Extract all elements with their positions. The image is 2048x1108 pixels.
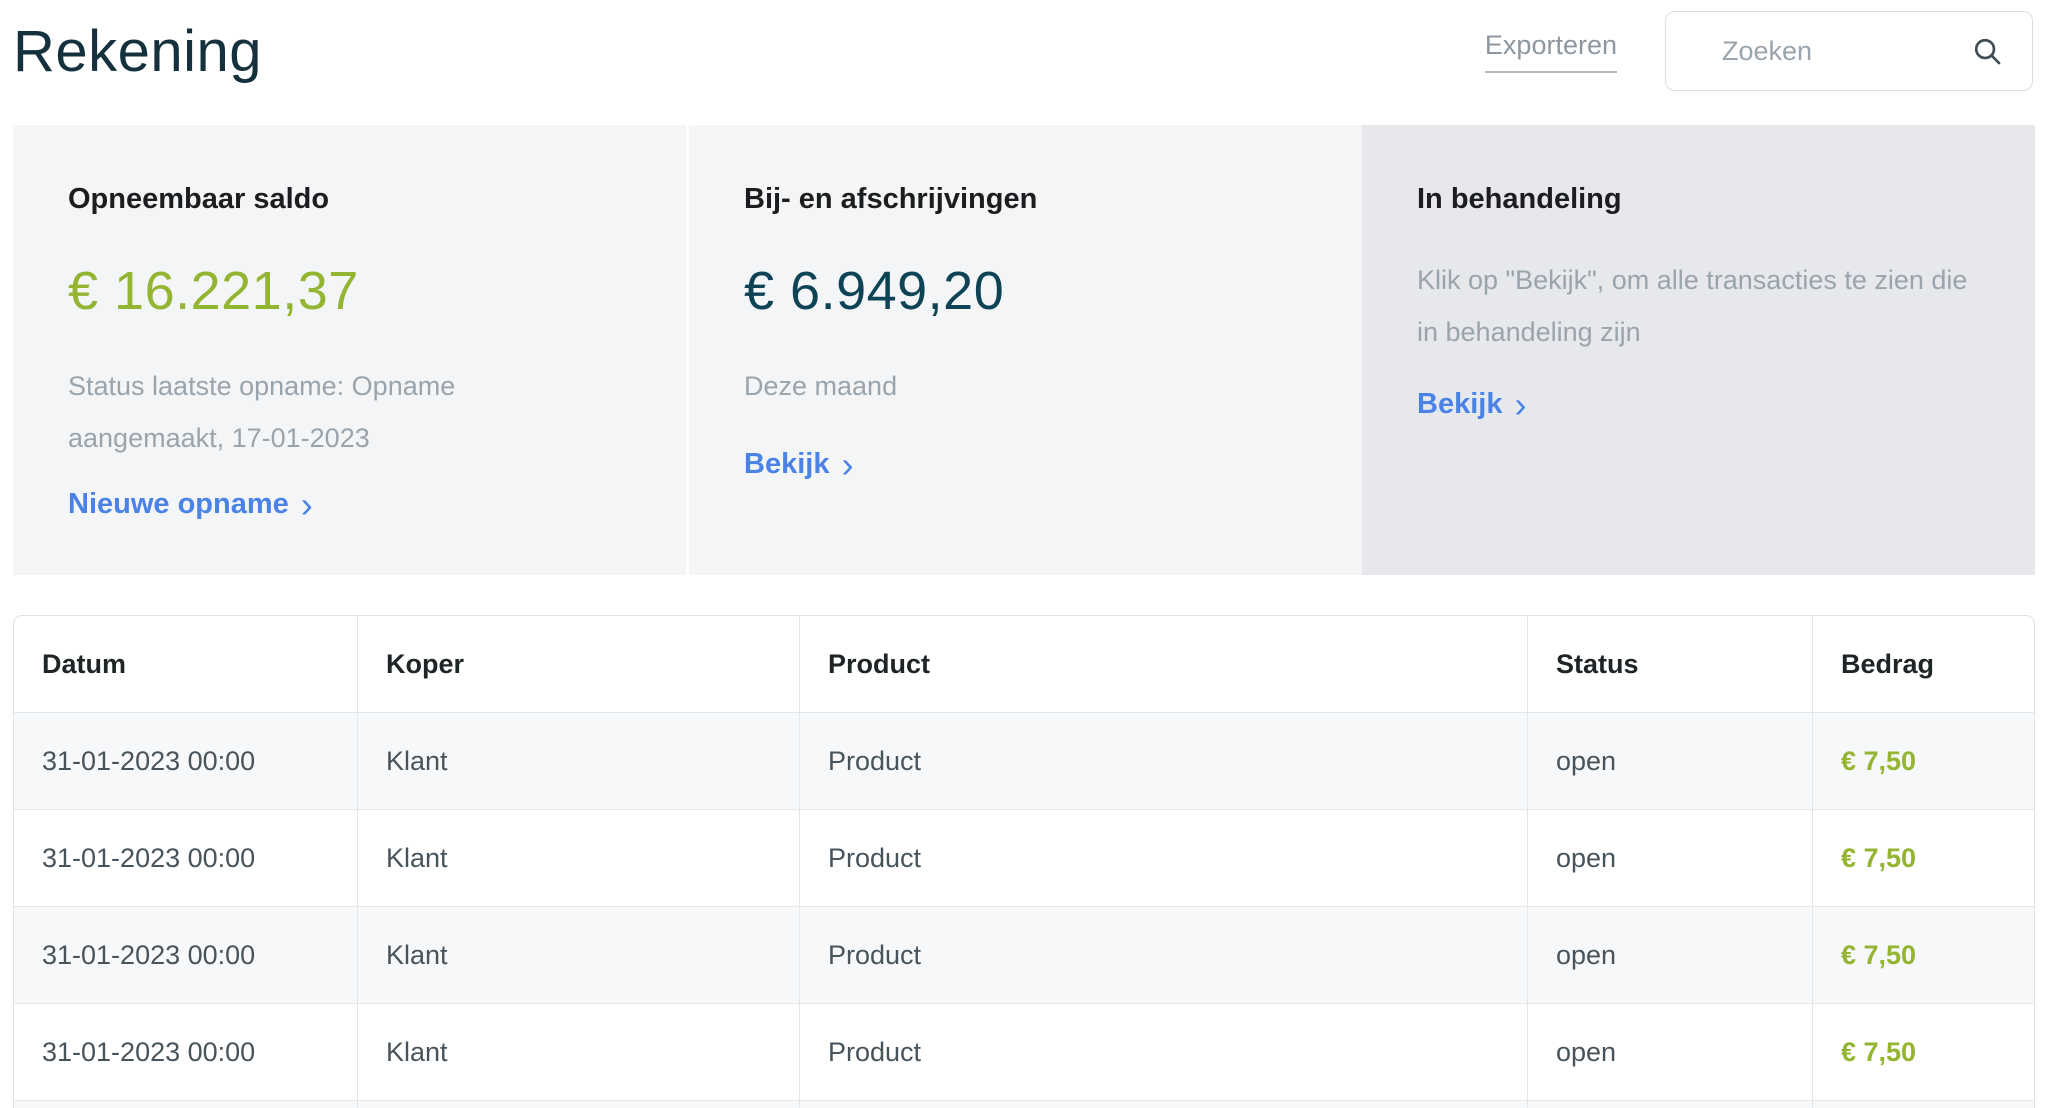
cell-status: open xyxy=(1528,810,1813,907)
search-icon[interactable] xyxy=(1968,32,2006,70)
new-withdrawal-label: Nieuwe opname xyxy=(68,488,289,520)
search-input[interactable] xyxy=(1722,35,1968,67)
cell-datum: 31-01-2023 00:00 xyxy=(13,1004,358,1101)
chevron-right-icon: › xyxy=(300,483,313,525)
transactions-table-section: Datum Koper Product Status Bedrag 31-01-… xyxy=(13,615,2035,1108)
column-header-koper: Koper xyxy=(358,615,800,713)
card-transactions: Bij- en afschrijvingen € 6.949,20 Deze m… xyxy=(689,125,1362,575)
cell-koper: Klant xyxy=(358,810,800,907)
table-row: 31-01-2023 00:00 Klant Product open € 7,… xyxy=(13,1004,2035,1101)
cell-datum: 31-01-2023 00:00 xyxy=(13,907,358,1004)
table-row: 31-01-2023 00:00 Klant Product open € 7,… xyxy=(13,713,2035,810)
view-pending-label: Bekijk xyxy=(1417,388,1503,420)
transactions-table: Datum Koper Product Status Bedrag 31-01-… xyxy=(13,615,2035,1108)
cell-koper: Klant xyxy=(358,1004,800,1101)
view-pending-link[interactable]: Bekijk › xyxy=(1417,383,1527,425)
table-header-row: Datum Koper Product Status Bedrag xyxy=(13,615,2035,713)
cell-bedrag: € 7,50 xyxy=(1813,907,2035,1004)
cell-bedrag: € 7,50 xyxy=(1813,713,2035,810)
column-header-status: Status xyxy=(1528,615,1813,713)
page-title: Rekening xyxy=(13,19,263,84)
transactions-period: Deze maand xyxy=(744,371,898,401)
cell-product: Product xyxy=(800,810,1528,907)
summary-cards: Opneembaar saldo € 16.221,37 Status laat… xyxy=(13,125,2035,575)
cell-product: Product xyxy=(800,1004,1528,1101)
column-header-bedrag: Bedrag xyxy=(1813,615,2035,713)
card-title: In behandeling xyxy=(1417,183,1622,215)
chevron-right-icon: › xyxy=(1514,383,1527,425)
card-pending: In behandeling Klik op "Bekijk", om alle… xyxy=(1362,125,2035,575)
cell-bedrag: € 7,50 xyxy=(1813,1004,2035,1101)
transactions-amount: € 6.949,20 xyxy=(744,261,1005,321)
search-box[interactable] xyxy=(1665,11,2033,91)
table-row-clipped xyxy=(13,1101,2035,1108)
cell-status: open xyxy=(1528,713,1813,810)
cell-status: open xyxy=(1528,907,1813,1004)
cell-product: Product xyxy=(800,713,1528,810)
table-row: 31-01-2023 00:00 Klant Product open € 7,… xyxy=(13,907,2035,1004)
view-transactions-link[interactable]: Bekijk › xyxy=(744,443,854,485)
last-withdrawal-status: Status laatste opname: Opname aangemaakt… xyxy=(68,371,456,453)
cell-product: Product xyxy=(800,907,1528,1004)
withdrawable-amount: € 16.221,37 xyxy=(68,261,359,321)
view-transactions-label: Bekijk xyxy=(744,448,830,480)
card-withdrawable-balance: Opneembaar saldo € 16.221,37 Status laat… xyxy=(13,125,689,575)
new-withdrawal-link[interactable]: Nieuwe opname › xyxy=(68,483,313,525)
cell-datum: 31-01-2023 00:00 xyxy=(13,713,358,810)
cell-koper: Klant xyxy=(358,907,800,1004)
export-button[interactable]: Exporteren xyxy=(1484,30,1617,73)
topbar-actions: Exporteren xyxy=(1484,8,2033,94)
chevron-right-icon: › xyxy=(841,443,854,485)
card-title: Bij- en afschrijvingen xyxy=(744,183,1038,215)
pending-help-text: Klik op "Bekijk", om alle transacties te… xyxy=(1417,265,1968,347)
cell-koper: Klant xyxy=(358,713,800,810)
table-row: 31-01-2023 00:00 Klant Product open € 7,… xyxy=(13,810,2035,907)
cell-status: open xyxy=(1528,1004,1813,1101)
cell-datum: 31-01-2023 00:00 xyxy=(13,810,358,907)
column-header-product: Product xyxy=(800,615,1528,713)
column-header-datum: Datum xyxy=(13,615,358,713)
topbar: Rekening Exporteren xyxy=(0,0,2048,112)
cell-bedrag: € 7,50 xyxy=(1813,810,2035,907)
card-title: Opneembaar saldo xyxy=(68,183,330,215)
